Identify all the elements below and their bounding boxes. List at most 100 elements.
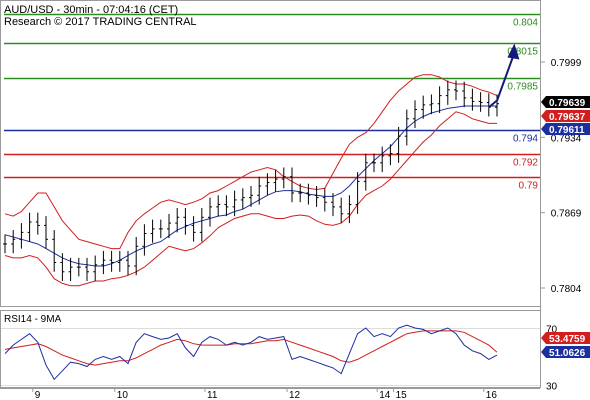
level-label: 0.792 xyxy=(513,158,538,169)
ohlc-bar xyxy=(339,197,344,224)
x-tick-label: 16 xyxy=(486,390,498,400)
chart-title: AUD/USD - 30min - 07:04:16 (CET) xyxy=(4,4,178,16)
ohlc-bar xyxy=(314,186,319,207)
ohlc-bar xyxy=(232,190,237,217)
price-badge: 0.79639 xyxy=(541,96,590,109)
level-label: 0.8015 xyxy=(507,47,538,58)
ohlc-bar xyxy=(150,219,155,243)
svg-text:0.79611: 0.79611 xyxy=(549,125,585,136)
ohlc-bar xyxy=(429,94,434,115)
ohlc-bar xyxy=(388,144,393,166)
rsi-badge: 53.4759 xyxy=(541,332,590,345)
ohlc-bar xyxy=(117,250,122,272)
x-tick-label: 15 xyxy=(396,390,408,400)
ohlc-bar xyxy=(331,192,335,217)
price-tick-label: 0.7934 xyxy=(551,133,582,144)
ohlc-bar xyxy=(273,169,278,192)
ohlc-bar xyxy=(445,80,450,105)
ohlc-bar xyxy=(134,237,139,276)
rsi-ma-line xyxy=(4,330,498,366)
ohlc-bar xyxy=(183,208,188,235)
forecast-arrow-head xyxy=(507,43,520,60)
ohlc-bar xyxy=(454,80,458,101)
ohlc-bar xyxy=(404,109,409,146)
ohlc-bar xyxy=(470,88,475,111)
ohlc-bar xyxy=(290,167,294,203)
level-label: 0.7985 xyxy=(507,82,538,93)
ohlc-bar xyxy=(191,216,196,242)
main-panel xyxy=(0,0,541,307)
forecast-arrow xyxy=(488,55,515,108)
ohlc-bar xyxy=(306,183,311,205)
ohlc-bar xyxy=(35,212,40,235)
chart-copyright: Research © 2017 TRADING CENTRAL xyxy=(4,16,197,28)
ohlc-bar xyxy=(199,208,204,242)
rsi-tick-label: 70 xyxy=(546,325,558,336)
ohlc-bar xyxy=(249,186,253,207)
x-tick-label: 12 xyxy=(289,390,301,400)
x-tick-label: 9 xyxy=(35,390,41,400)
ohlc-bar xyxy=(421,95,426,119)
ohlc-bar xyxy=(3,234,7,254)
x-tick-label: 14 xyxy=(379,390,391,400)
ohlc-bar xyxy=(322,188,327,212)
ohlc-bar xyxy=(347,195,352,224)
rsi-tick-label: 30 xyxy=(546,382,558,393)
rsi-panel xyxy=(0,310,541,388)
ohlc-bar xyxy=(462,81,467,108)
ohlc-bar xyxy=(167,213,171,239)
ohlc-bar xyxy=(355,172,360,214)
ohlc-bar xyxy=(437,86,442,113)
ohlc-bar xyxy=(11,230,16,254)
x-tick-label: 10 xyxy=(117,390,129,400)
level-label: 0.794 xyxy=(513,134,538,145)
ohlc-bar xyxy=(101,250,106,275)
svg-text:51.0626: 51.0626 xyxy=(549,348,586,359)
price-tick-label: 0.7869 xyxy=(551,209,582,220)
ohlc-bar xyxy=(413,100,417,129)
ohlc-bar xyxy=(265,173,270,196)
rsi-badge: 51.0626 xyxy=(541,346,590,359)
svg-text:0.79639: 0.79639 xyxy=(549,98,586,109)
svg-text:53.4759: 53.4759 xyxy=(549,334,586,345)
ohlc-bar xyxy=(68,257,73,282)
ohlc-bar xyxy=(240,188,245,210)
ohlc-bar xyxy=(126,250,130,276)
ohlc-bar xyxy=(142,224,147,256)
rsi-label: RSI14 - 9MA xyxy=(4,314,62,325)
price-badge: 0.79637 xyxy=(541,110,590,123)
ohlc-bar xyxy=(27,212,32,242)
ohlc-bar xyxy=(372,153,376,173)
bollinger-lower-line xyxy=(4,111,497,287)
ohlc-bar xyxy=(76,257,81,277)
ohlc-bar xyxy=(281,167,286,189)
ohlc-bar xyxy=(380,146,385,173)
rsi-line xyxy=(4,324,498,381)
ohlc-bar xyxy=(109,250,114,272)
ohlc-bar xyxy=(224,195,229,217)
ohlc-bar xyxy=(175,208,180,233)
ohlc-bar xyxy=(158,219,163,239)
ohlc-bar xyxy=(85,257,89,282)
level-label: 0.79 xyxy=(519,181,539,192)
ohlc-bar xyxy=(298,183,303,203)
ohlc-bar xyxy=(216,195,221,217)
ohlc-bar xyxy=(60,253,65,282)
bollinger-upper-line xyxy=(4,74,498,250)
ohlc-bar xyxy=(363,153,368,191)
level-label: 0.804 xyxy=(513,18,538,29)
price-tick-label: 0.7999 xyxy=(551,58,582,69)
ohlc-bar xyxy=(93,255,98,282)
ohlc-bar xyxy=(52,230,57,272)
ohlc-bar xyxy=(396,126,401,163)
x-tick-label: 11 xyxy=(207,390,218,400)
ohlc-bar xyxy=(208,197,212,227)
ohlc-bar xyxy=(19,223,24,249)
ohlc-bar xyxy=(44,216,48,249)
ohlc-bar xyxy=(478,92,483,112)
svg-text:0.79637: 0.79637 xyxy=(549,112,586,123)
price-tick-label: 0.7804 xyxy=(551,284,582,295)
ohlc-bar xyxy=(257,176,262,205)
price-badge: 0.79611 xyxy=(541,123,590,136)
